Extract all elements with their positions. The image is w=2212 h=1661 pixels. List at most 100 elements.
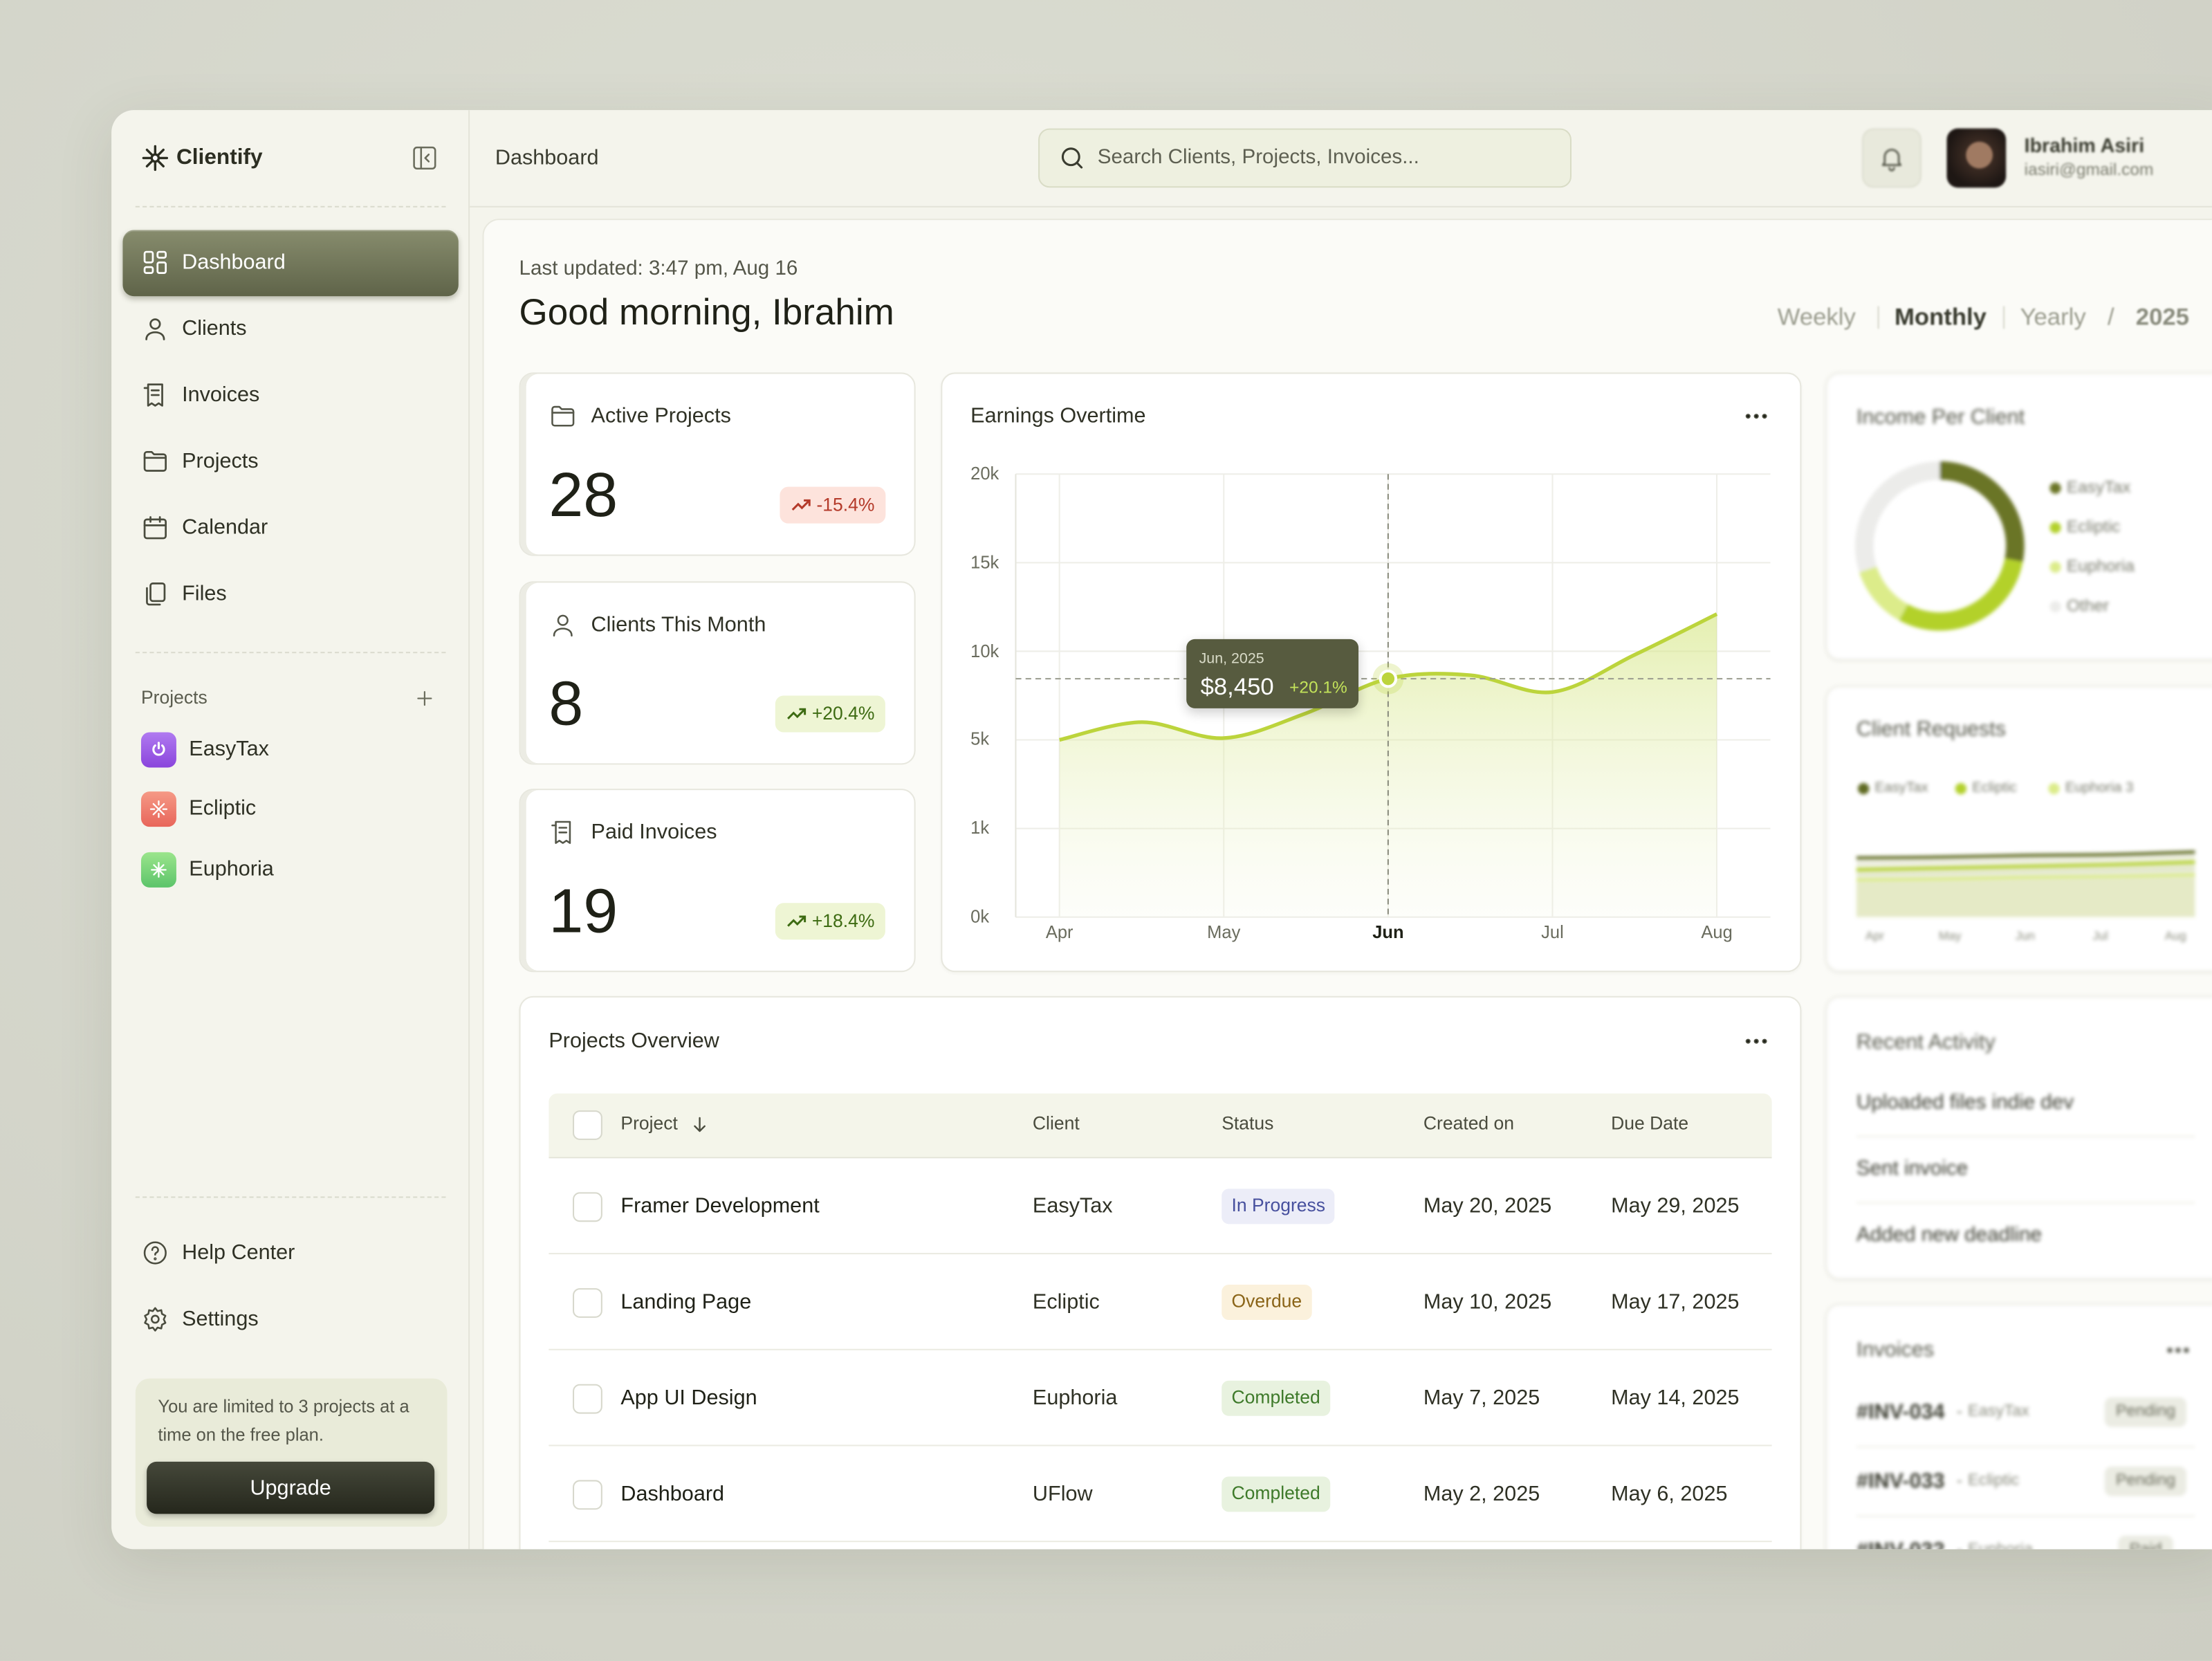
- section-title: Projects Overview: [549, 1029, 719, 1054]
- project-name: Ecliptic: [189, 796, 256, 820]
- stat-change: -15.4%: [816, 494, 874, 515]
- checkbox[interactable]: [573, 1480, 602, 1509]
- checkbox[interactable]: [573, 1192, 602, 1222]
- last-updated: Last updated: 3:47 pm, Aug 16: [519, 258, 798, 282]
- nav-icon: [141, 513, 169, 542]
- stat-label: Active Projects: [591, 404, 731, 428]
- project-avatar-icon: [148, 859, 169, 880]
- stat-value: 8: [549, 669, 583, 740]
- breadcrumb: Dashboard: [495, 146, 599, 170]
- x-tick-label: May: [1207, 922, 1240, 942]
- project-name: Dashboard: [620, 1482, 724, 1506]
- nav-item[interactable]: [122, 495, 458, 562]
- add-project-button[interactable]: [414, 687, 436, 710]
- user-name: Ibrahim Asiri: [2025, 134, 2144, 157]
- nav-icon: [141, 315, 169, 343]
- project-item[interactable]: [130, 780, 454, 837]
- legend-label: EasyTax: [2067, 479, 2131, 498]
- stat-change: +20.4%: [812, 702, 875, 724]
- project-item[interactable]: [130, 721, 454, 778]
- nav-item[interactable]: [122, 562, 458, 628]
- invoice-id: #INV-032: [1856, 1539, 1945, 1550]
- more-button[interactable]: [1742, 1027, 1771, 1056]
- project-avatar-icon: [148, 798, 169, 819]
- divider: [1856, 1515, 2195, 1516]
- nav-item[interactable]: [122, 429, 458, 495]
- x-tick-label: Jun: [2016, 930, 2035, 944]
- x-tick-label: Apr: [1046, 922, 1073, 942]
- divider: [136, 652, 446, 653]
- table-cell: May 29, 2025: [1611, 1194, 1739, 1218]
- y-tick-label: 0k: [970, 907, 989, 927]
- nav-icon: [141, 1305, 169, 1334]
- nav-label: Invoices: [182, 383, 259, 407]
- status-badge: Completed: [1222, 1476, 1330, 1512]
- stat-icon: [549, 402, 577, 430]
- table-cell: EasyTax: [1033, 1194, 1113, 1218]
- legend-swatch: [2049, 562, 2061, 573]
- column-header[interactable]: Project: [620, 1114, 678, 1135]
- collapse-button[interactable]: [410, 144, 439, 172]
- legend-swatch: [1858, 783, 1869, 794]
- x-tick-label: Aug: [1701, 922, 1732, 942]
- nav-icon: [141, 381, 169, 410]
- project-item[interactable]: [130, 841, 454, 898]
- table-cell: May 2, 2025: [1423, 1482, 1540, 1506]
- period-option[interactable]: Weekly: [1778, 304, 1856, 331]
- stat-icon: [549, 818, 577, 847]
- legend-swatch: [2049, 483, 2061, 494]
- period-switcher: WeeklyMonthlyYearly/2025: [1763, 289, 2212, 346]
- year-select[interactable]: 2025: [2136, 304, 2189, 331]
- search-placeholder: Search Clients, Projects, Invoices...: [1098, 146, 1419, 169]
- invoice-status: Pending: [2105, 1467, 2187, 1496]
- legend-swatch: [1955, 783, 1966, 794]
- y-tick-label: 10k: [970, 641, 999, 661]
- brand-name: Clientify: [176, 145, 263, 170]
- nav-item[interactable]: [122, 230, 458, 296]
- checkbox[interactable]: [573, 1110, 602, 1140]
- project-avatar-icon: [148, 739, 169, 760]
- invoice-separator: -: [1957, 1541, 1962, 1549]
- y-tick-label: 20k: [970, 464, 999, 484]
- x-tick-label: Apr: [1865, 930, 1884, 944]
- user-avatar[interactable]: [1947, 129, 2007, 188]
- stat-label: Clients This Month: [591, 612, 766, 636]
- earnings-card: [941, 372, 1801, 972]
- activity-item: Added new deadline: [1856, 1224, 2042, 1248]
- x-tick-label: Jul: [1541, 922, 1564, 942]
- divider: [1856, 1446, 2195, 1447]
- period-option[interactable]: Yearly: [2020, 304, 2086, 331]
- trend-icon: [790, 494, 813, 517]
- status-badge: Completed: [1222, 1381, 1330, 1416]
- checkbox[interactable]: [573, 1384, 602, 1414]
- invoice-id: #INV-033: [1856, 1469, 1945, 1494]
- y-tick-label: 15k: [970, 553, 999, 573]
- tooltip-date: Jun, 2025: [1199, 650, 1264, 668]
- stat-change-badge: -15.4%: [780, 487, 885, 524]
- projects-heading: Projects: [141, 688, 208, 708]
- more-button[interactable]: [1742, 402, 1771, 430]
- project-name: Framer Development: [620, 1194, 819, 1218]
- nav-item[interactable]: [130, 1291, 454, 1348]
- upgrade-label: Upgrade: [250, 1476, 331, 1500]
- nav-label: Files: [182, 582, 227, 606]
- nav-item[interactable]: [122, 363, 458, 429]
- checkbox[interactable]: [573, 1288, 602, 1318]
- divider: [1856, 1136, 2195, 1137]
- more-button[interactable]: [2164, 1336, 2193, 1364]
- nav-item[interactable]: [122, 296, 458, 363]
- period-option[interactable]: Monthly: [1895, 304, 1987, 331]
- greeting: Good morning, Ibrahim: [519, 292, 894, 334]
- legend-swatch: [2049, 601, 2061, 612]
- stat-change: +18.4%: [812, 910, 875, 931]
- invoice-id: #INV-034: [1856, 1400, 1945, 1424]
- invoice-separator: -: [1957, 1471, 1962, 1491]
- table-cell: Euphoria: [1033, 1386, 1117, 1411]
- project-name: App UI Design: [620, 1386, 757, 1411]
- table-row[interactable]: [549, 1446, 1771, 1542]
- user-email: iasiri@gmail.com: [2025, 161, 2154, 181]
- legend-swatch: [2048, 783, 2059, 794]
- chart-title: Client Requests: [1856, 717, 2006, 742]
- chart-title: Income Per Client: [1856, 405, 2025, 430]
